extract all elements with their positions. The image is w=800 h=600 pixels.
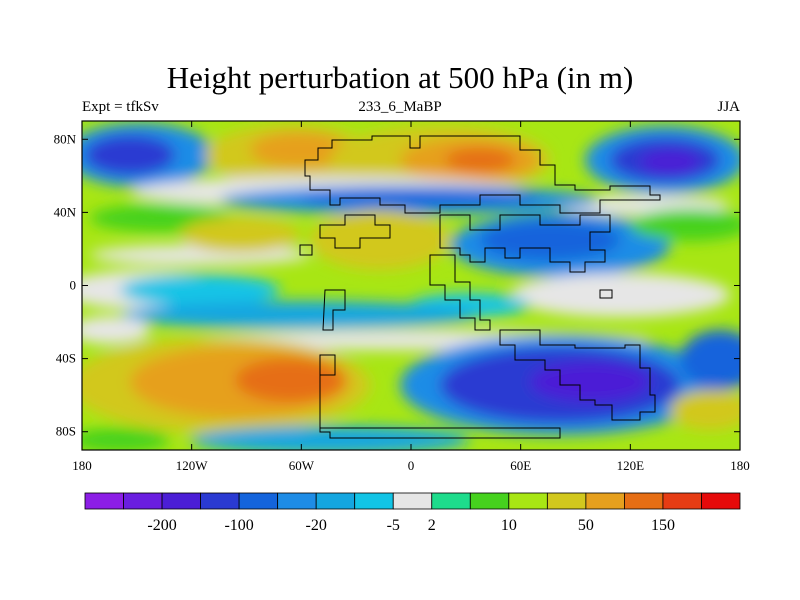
y-tick-label: 80S — [56, 424, 76, 439]
x-tick-label: 180 — [730, 458, 750, 473]
x-tick-label: 180 — [72, 458, 92, 473]
y-tick-label: 40S — [56, 351, 76, 366]
colorbar-box — [546, 492, 587, 510]
x-tick-label: 120W — [176, 458, 209, 473]
colorbar-box — [701, 492, 741, 510]
colorbar-label: 50 — [578, 517, 594, 534]
colorbar-label: -20 — [306, 517, 327, 534]
colorbar-label: -100 — [224, 517, 253, 534]
colorbar-box — [123, 492, 163, 510]
season-label: JJA — [717, 99, 740, 115]
colorbar-box — [469, 492, 510, 510]
colorbar-label: -5 — [387, 517, 400, 534]
continent-outlines — [299, 135, 661, 439]
y-axis: 80N 40N 0 40S 80S — [54, 131, 740, 439]
colorbar-box — [431, 492, 471, 510]
colorbar-box — [662, 492, 702, 510]
colorbar-box — [277, 492, 317, 510]
colorbar-box — [161, 492, 201, 510]
y-tick-label: 0 — [70, 278, 77, 293]
x-tick-label: 120E — [617, 458, 645, 473]
x-tick-label: 0 — [408, 458, 415, 473]
colorbar-box — [84, 492, 124, 510]
time-label: 233_6_MaBP — [358, 99, 442, 115]
colorbar-label: -200 — [147, 517, 176, 534]
colorbar: -200 -100 -20 -5 2 10 50 150 — [84, 492, 741, 534]
colorbar-box — [315, 492, 356, 510]
experiment-label: Expt = tfkSv — [82, 99, 159, 115]
x-axis: 180 120W 60W 0 60E 120E 180 — [72, 121, 750, 473]
colorbar-label: 2 — [428, 517, 436, 534]
y-tick-label: 40N — [54, 204, 77, 219]
y-tick-label: 80N — [54, 131, 77, 146]
x-tick-label: 60W — [289, 458, 315, 473]
colorbar-box — [200, 492, 240, 510]
colorbar-box — [238, 492, 279, 510]
colorbar-box — [392, 492, 433, 510]
height-field — [82, 121, 740, 450]
map-title: Height perturbation at 500 hPa (in m) — [166, 60, 634, 95]
colorbar-label: 10 — [501, 517, 517, 534]
x-tick-label: 60E — [510, 458, 531, 473]
colorbar-box — [508, 492, 548, 510]
colorbar-box — [624, 492, 664, 510]
colorbar-box — [585, 492, 625, 510]
colorbar-label: 150 — [651, 517, 675, 534]
colorbar-box — [354, 492, 394, 510]
